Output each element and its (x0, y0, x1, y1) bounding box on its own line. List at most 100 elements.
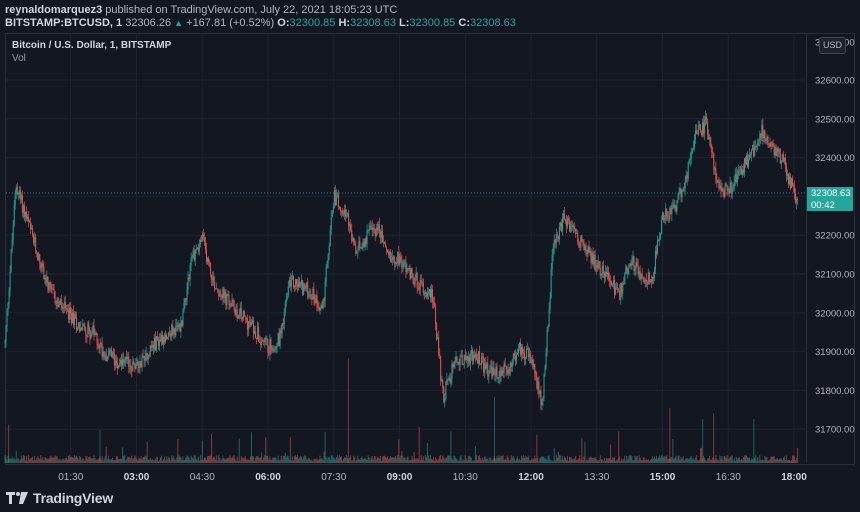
chart-mark (275, 346, 277, 349)
chart-mark (315, 459, 317, 463)
series-title: Bitcoin / U.S. Dollar, 1, BITSTAMP (12, 40, 172, 51)
chart-mark (189, 460, 191, 463)
chart-mark (162, 460, 164, 463)
chart-mark (291, 275, 293, 278)
chart-mark (139, 361, 141, 368)
chart-mark (567, 218, 569, 227)
chart-mark (325, 456, 327, 463)
chart-mark (483, 357, 485, 373)
chart-mark (336, 194, 338, 196)
chart-mark (771, 142, 773, 144)
chart-mark (311, 296, 313, 300)
chart-mark (207, 258, 209, 263)
chart-mark (685, 458, 687, 463)
chart-mark (105, 354, 107, 362)
chart-mark (119, 363, 121, 366)
chart-mark (792, 178, 794, 187)
currency-button[interactable]: USD (819, 37, 846, 54)
chart-mark (334, 459, 336, 463)
chart-mark (159, 339, 161, 341)
chart-mark (711, 145, 713, 152)
chart-mark (419, 280, 421, 290)
chart-mark (537, 457, 539, 463)
chart-mark (108, 351, 110, 354)
chart-mark (308, 296, 310, 298)
chart-mark (789, 460, 791, 463)
chart-mark (795, 193, 797, 203)
chart-mark (175, 325, 177, 336)
chart-mark (35, 237, 37, 251)
chart-mark (120, 359, 122, 364)
chart-mark (149, 458, 151, 463)
chart-mark (609, 444, 611, 463)
chart-mark (329, 229, 331, 246)
chart-mark (797, 199, 799, 201)
chart-mark (224, 292, 226, 298)
chart-mark (333, 458, 335, 463)
chart-mark (32, 456, 34, 463)
chart-mark (89, 456, 91, 463)
chart-mark (222, 288, 224, 299)
chart-mark (110, 459, 112, 463)
chart-mark (451, 458, 453, 463)
chart-mark (310, 460, 312, 463)
chart-mark (712, 457, 714, 463)
chart-mark (387, 249, 389, 252)
chart-mark (488, 460, 490, 463)
chart-mark (172, 325, 174, 335)
chart-mark (255, 457, 257, 463)
chart-mark (789, 176, 791, 189)
chart-mark (365, 238, 367, 244)
chart-mark (266, 455, 268, 463)
chart-mark (455, 458, 457, 463)
chart-mark (618, 431, 620, 463)
tradingview-brand[interactable]: TradingView (6, 490, 113, 506)
price-tick-label: 32100.00 (815, 270, 855, 281)
chart-mark (793, 455, 795, 463)
chart-mark (79, 322, 81, 332)
chart-mark (366, 459, 368, 463)
chart-mark (367, 230, 369, 232)
chart-mark (297, 455, 299, 463)
chart-mark (513, 457, 515, 463)
chart-mark (540, 456, 542, 463)
chart-mark (735, 173, 737, 182)
chart-mark (232, 456, 234, 463)
chart-mark (18, 460, 20, 463)
last-price: 32306.26 (125, 17, 172, 29)
chart-mark (102, 351, 104, 357)
chart-mark (637, 460, 639, 463)
chart-mark (4, 455, 6, 463)
chart-mark (400, 256, 402, 261)
chart-mark (46, 458, 48, 463)
chart-mark (344, 457, 346, 463)
chart-mark (443, 457, 445, 463)
chart-mark (168, 333, 170, 337)
chart-mark (569, 219, 571, 232)
chart-mark (334, 190, 336, 205)
chart-mark (292, 460, 294, 463)
chart-mark (784, 157, 786, 166)
chart-mark (125, 460, 127, 463)
chart-mark (575, 456, 577, 463)
chart-mark (593, 457, 595, 463)
chart-mark (261, 340, 263, 345)
chart-mark (159, 457, 161, 463)
author-name[interactable]: reynaldomarquez3 (5, 4, 103, 16)
chart-mark (573, 458, 575, 463)
chart-mark (353, 455, 355, 463)
chart-mark (619, 456, 621, 463)
chart-mark (184, 459, 186, 463)
chart-mark (634, 455, 636, 463)
chart-mark (80, 327, 82, 332)
chart-mark (298, 458, 300, 463)
chart-mark (644, 279, 646, 283)
chart-mark (246, 459, 248, 463)
chart-mark (332, 207, 334, 213)
chart-mark (734, 173, 736, 183)
chart-mark (110, 349, 112, 358)
chart-mark (572, 459, 574, 463)
chart-mark (747, 155, 749, 167)
chart-mark (68, 307, 70, 320)
